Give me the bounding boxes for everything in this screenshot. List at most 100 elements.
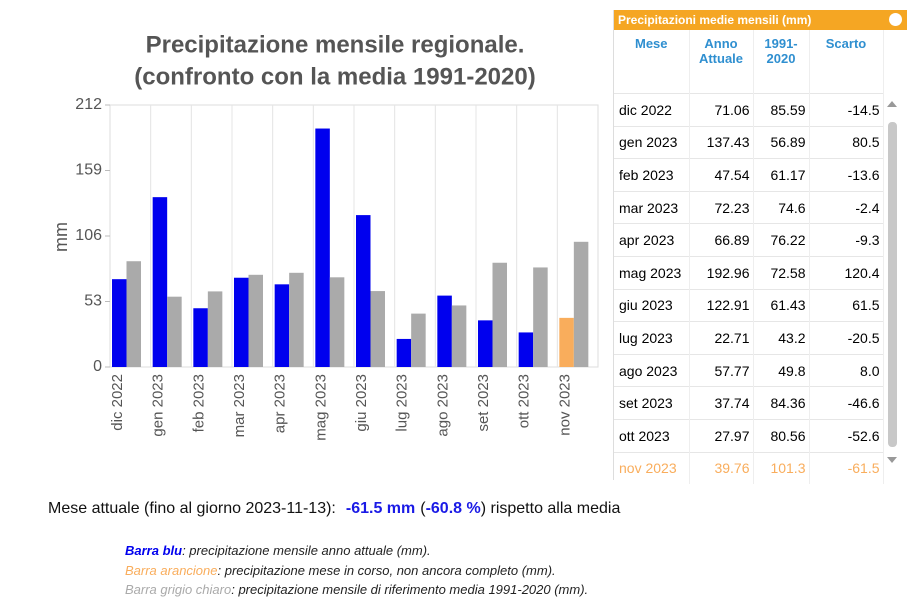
table-cell: mar 2023 bbox=[614, 190, 690, 224]
bar bbox=[207, 291, 223, 367]
bar bbox=[451, 305, 467, 367]
table-cell: 61.5 bbox=[809, 288, 884, 322]
bar bbox=[396, 338, 412, 367]
bar bbox=[193, 308, 208, 367]
table-cell: 120.4 bbox=[809, 255, 884, 290]
table-cell: 85.59 bbox=[753, 93, 810, 127]
note-text: : precipitazione mese in corso, non anco… bbox=[217, 562, 556, 578]
table-cell: 8.0 bbox=[809, 353, 884, 387]
table-cell: -20.5 bbox=[809, 321, 884, 355]
table-cell: set 2023 bbox=[614, 386, 690, 420]
table-body: dic 2022 71.06 85.59 -14.5 gen 2023 137.43 56.… bbox=[614, 93, 907, 485]
x-tick-label: set 2023 bbox=[475, 374, 492, 432]
bar bbox=[167, 296, 182, 367]
chart-title: Precipitazione mensile regionale. bbox=[146, 31, 525, 58]
column-header: Mese bbox=[614, 30, 690, 94]
bar bbox=[152, 197, 168, 367]
note-key: Barra blu bbox=[125, 543, 183, 558]
table-cell: 192.96 bbox=[689, 255, 754, 290]
notes: Barra blu: precipitazione mensile anno a… bbox=[125, 541, 588, 600]
scroll-down[interactable] bbox=[885, 455, 899, 465]
table-title: Precipitazioni medie mensili (mm) bbox=[614, 10, 907, 30]
note-text: : precipitazione mensile di riferimento … bbox=[231, 582, 589, 597]
bar bbox=[559, 317, 574, 367]
table-cell: -46.6 bbox=[809, 386, 884, 420]
x-tick-label: giu 2023 bbox=[353, 374, 370, 432]
table-cell: 66.89 bbox=[689, 223, 754, 257]
x-tick-label: ago 2023 bbox=[434, 374, 451, 437]
table-cell: giu 2023 bbox=[614, 288, 690, 322]
table-row: set 2023 37.74 84.36 -46.6 bbox=[614, 386, 907, 420]
table-cell: -2.4 bbox=[809, 190, 884, 224]
table-row: mag 2023 192.96 72.58 120.4 bbox=[614, 255, 907, 290]
column-header: 1991-2020 bbox=[753, 30, 810, 94]
table-cell: nov 2023 bbox=[614, 451, 690, 485]
bar bbox=[329, 277, 345, 367]
bar bbox=[315, 128, 330, 367]
table-cell: 49.8 bbox=[753, 353, 810, 387]
summary-part: ( bbox=[420, 500, 426, 517]
table-cell: -13.6 bbox=[809, 158, 884, 192]
table-cell: 84.36 bbox=[753, 386, 810, 420]
note-key: Barra grigio chiaro bbox=[125, 582, 232, 597]
scroll-thumb[interactable] bbox=[888, 122, 897, 447]
x-tick-label: mar 2023 bbox=[231, 374, 248, 437]
chart: Precipitazione mensile regionale. (confr… bbox=[51, 31, 599, 441]
y-tick-label: 0 bbox=[93, 358, 102, 375]
table-panel: Precipitazioni medie mensili (mm) Mese An… bbox=[613, 10, 907, 485]
note-line: Barra blu: precipitazione mensile anno a… bbox=[125, 541, 588, 561]
table-cell: 27.97 bbox=[689, 418, 754, 453]
x-tick-label: mag 2023 bbox=[312, 374, 329, 441]
table-row: ott 2023 27.97 80.56 -52.6 bbox=[614, 418, 907, 453]
bar bbox=[289, 272, 304, 367]
table-cell: ott 2023 bbox=[614, 418, 690, 453]
summary-part: ) rispetto alla media bbox=[480, 500, 621, 517]
table-cell: mag 2023 bbox=[614, 255, 690, 290]
y-axis-label: mm bbox=[51, 222, 71, 252]
table: Mese Anno Attuale 1991-2020 Scarto dic 2022… bbox=[614, 30, 907, 485]
x-tick-label: nov 2023 bbox=[556, 374, 573, 436]
summary-part: -60.8 % bbox=[425, 500, 481, 517]
table-cell: 57.77 bbox=[689, 353, 754, 387]
x-tick-label: apr 2023 bbox=[272, 374, 289, 433]
table-cell: 101.3 bbox=[753, 451, 810, 485]
table-cell: 61.17 bbox=[753, 158, 810, 192]
table-cell: 39.76 bbox=[689, 451, 754, 485]
bar bbox=[533, 267, 548, 367]
summary-part: Mese attuale (fino al giorno 2023-11-13)… bbox=[48, 500, 336, 517]
bar bbox=[274, 284, 290, 367]
table-cell: -52.6 bbox=[809, 418, 884, 453]
bar bbox=[411, 313, 426, 367]
table-cell: 122.91 bbox=[689, 288, 754, 322]
table-cell: 61.43 bbox=[753, 288, 810, 322]
x-tick-label: feb 2023 bbox=[190, 374, 207, 432]
bar bbox=[478, 320, 493, 367]
table-cell: 72.23 bbox=[689, 190, 754, 224]
table-row: gen 2023 137.43 56.89 80.5 bbox=[614, 125, 907, 159]
table-cell: 74.6 bbox=[753, 190, 810, 224]
scroll-up[interactable] bbox=[885, 98, 899, 108]
bar bbox=[234, 277, 249, 367]
bar bbox=[437, 295, 452, 367]
table-cell: 137.43 bbox=[689, 125, 754, 159]
table-cell: gen 2023 bbox=[614, 125, 690, 159]
table-cell: -9.3 bbox=[809, 223, 884, 257]
x-tick-label: dic 2022 bbox=[109, 374, 126, 431]
table-cell: 43.2 bbox=[753, 321, 810, 355]
column-header: Anno Attuale bbox=[689, 30, 754, 94]
y-tick-label: 106 bbox=[75, 227, 102, 244]
table-cell: 80.5 bbox=[809, 125, 884, 159]
table-cell: -14.5 bbox=[809, 93, 884, 127]
table-cell: 47.54 bbox=[689, 158, 754, 192]
table-row: lug 2023 22.71 43.2 -20.5 bbox=[614, 321, 907, 355]
table-row: dic 2022 71.06 85.59 -14.5 bbox=[614, 93, 907, 127]
scrollbar[interactable] bbox=[885, 101, 899, 463]
bar bbox=[370, 291, 385, 367]
table-cell: 56.89 bbox=[753, 125, 810, 159]
summary: Mese attuale (fino al giorno 2023-11-13)… bbox=[48, 500, 620, 518]
chart-title: (confronto con la media 1991-2020) bbox=[134, 63, 535, 90]
table-row: giu 2023 122.91 61.43 61.5 bbox=[614, 288, 907, 322]
note-text: : precipitazione mensile anno attuale (m… bbox=[182, 543, 431, 558]
table-row: ago 2023 57.77 49.8 8.0 bbox=[614, 353, 907, 387]
